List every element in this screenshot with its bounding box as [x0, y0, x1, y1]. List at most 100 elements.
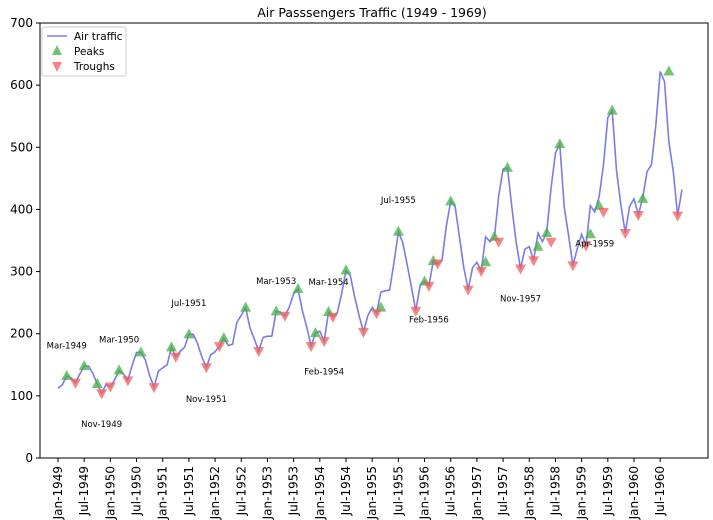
trough-marker — [432, 259, 444, 270]
trough-marker — [170, 352, 182, 363]
y-tick-label: 500 — [10, 140, 33, 154]
annotation-label: Apr-1959 — [575, 240, 614, 250]
peak-marker — [135, 346, 147, 357]
peak-marker — [606, 104, 618, 115]
trough-marker — [122, 376, 134, 387]
trough-marker — [580, 241, 592, 252]
trough-marker — [632, 211, 644, 222]
x-tick-label: Jul-1956 — [444, 466, 458, 516]
x-tick-label: Jan-1960 — [627, 466, 641, 520]
trough-marker — [253, 347, 265, 358]
trough-marker — [493, 237, 505, 248]
trough-marker — [200, 363, 212, 374]
x-tick-label: Jul-1954 — [339, 466, 353, 516]
annotation-label: Feb-1956 — [409, 316, 449, 326]
trough-marker — [619, 229, 631, 240]
x-tick-label: Jan-1954 — [313, 466, 327, 520]
x-tick-label: Jul-1949 — [77, 466, 91, 516]
trough-marker — [597, 207, 609, 218]
peak-marker — [392, 225, 404, 236]
peak-marker — [240, 301, 252, 312]
x-tick-label: Jul-1951 — [182, 466, 196, 516]
peak-marker — [593, 199, 605, 210]
x-tick-label: Jul-1952 — [234, 466, 248, 516]
annotation-label: Nov-1949 — [81, 420, 122, 430]
trough-marker — [318, 337, 330, 348]
trough-marker — [96, 389, 108, 400]
trough-marker — [69, 378, 81, 389]
annotation-label: Mar-1953 — [256, 277, 296, 287]
trough-marker — [148, 383, 160, 394]
trough-marker — [423, 281, 435, 292]
x-tick-label: Jan-1949 — [51, 466, 65, 520]
annotation-label: Feb-1954 — [304, 368, 344, 378]
peak-marker — [309, 327, 321, 338]
peak-marker — [375, 301, 387, 312]
peak-marker — [501, 161, 513, 172]
peak-marker — [113, 364, 125, 375]
y-tick-label: 300 — [10, 265, 33, 279]
trough-marker — [515, 264, 527, 275]
plot-area: 0 100 200 300 400 500 600 700 Jan-1949 Jul-1949 Ja… — [10, 16, 709, 520]
series-line-air-traffic — [57, 71, 683, 396]
peak-marker — [541, 227, 553, 238]
peak-marker — [663, 65, 675, 76]
annotation-label: Mar-1950 — [99, 335, 139, 345]
y-tick-label: 600 — [10, 78, 33, 92]
legend: Air traffic Peaks Troughs — [41, 26, 127, 77]
peak-marker — [78, 360, 90, 371]
x-tick-label: Jul-1960 — [653, 466, 667, 516]
legend-box — [41, 26, 127, 77]
peak-marker — [61, 369, 73, 380]
annotation-label: Mar-1949 — [47, 342, 87, 352]
x-tick-label: Jul-1950 — [130, 466, 144, 516]
peak-marker — [91, 378, 103, 389]
trough-marker — [672, 211, 684, 222]
trough-marker — [545, 237, 557, 248]
chart-title: Air Passsengers Traffic (1949 - 1969) — [257, 5, 487, 20]
x-tick-label: Jan-1957 — [470, 466, 484, 520]
x-tick-label: Jul-1955 — [391, 466, 405, 516]
peak-marker — [340, 264, 352, 275]
trough-marker — [371, 309, 383, 320]
x-tick-label: Jan-1952 — [208, 466, 222, 520]
trough-marker — [410, 306, 422, 317]
peak-marker — [183, 328, 195, 339]
trough-marker — [357, 327, 369, 338]
annotation-label: Jul-1951 — [170, 299, 206, 309]
x-tick-label: Jan-1953 — [260, 466, 274, 520]
peak-marker — [445, 195, 457, 206]
peak-marker — [584, 228, 596, 239]
y-tick-label: 100 — [10, 389, 33, 403]
peak-marker — [554, 138, 566, 149]
trough-marker — [327, 312, 339, 323]
trough-marker — [279, 311, 291, 322]
y-tick-label: 700 — [10, 16, 33, 30]
x-tick-label: Jul-1957 — [496, 466, 510, 516]
x-tick-label: Jan-1959 — [575, 466, 589, 520]
x-tick-label: Jan-1950 — [103, 466, 117, 520]
x-tick-label: Jan-1956 — [418, 466, 432, 520]
peak-marker — [165, 341, 177, 352]
axes-frame — [39, 22, 709, 459]
peak-marker — [270, 305, 282, 316]
trough-marker — [305, 342, 317, 353]
x-tick-label: Jul-1953 — [287, 466, 301, 516]
x-tick-label: Jan-1951 — [156, 466, 170, 520]
trough-marker — [462, 285, 474, 296]
peak-marker — [532, 240, 544, 251]
trough-marker — [567, 261, 579, 272]
legend-trough-swatch — [52, 62, 62, 72]
peak-marker — [637, 192, 649, 203]
y-tick-label: 0 — [25, 451, 33, 465]
annotation-label: Nov-1951 — [186, 395, 227, 405]
legend-label-peaks: Peaks — [74, 46, 104, 58]
annotation-label: Nov-1957 — [500, 294, 541, 304]
x-tick-label: Jan-1955 — [365, 466, 379, 520]
y-tick-label: 200 — [10, 327, 33, 341]
trough-marker — [104, 382, 116, 393]
peak-marker — [480, 256, 492, 267]
x-tick-label: Jul-1958 — [548, 466, 562, 516]
annotation-label: Mar-1954 — [308, 278, 348, 288]
